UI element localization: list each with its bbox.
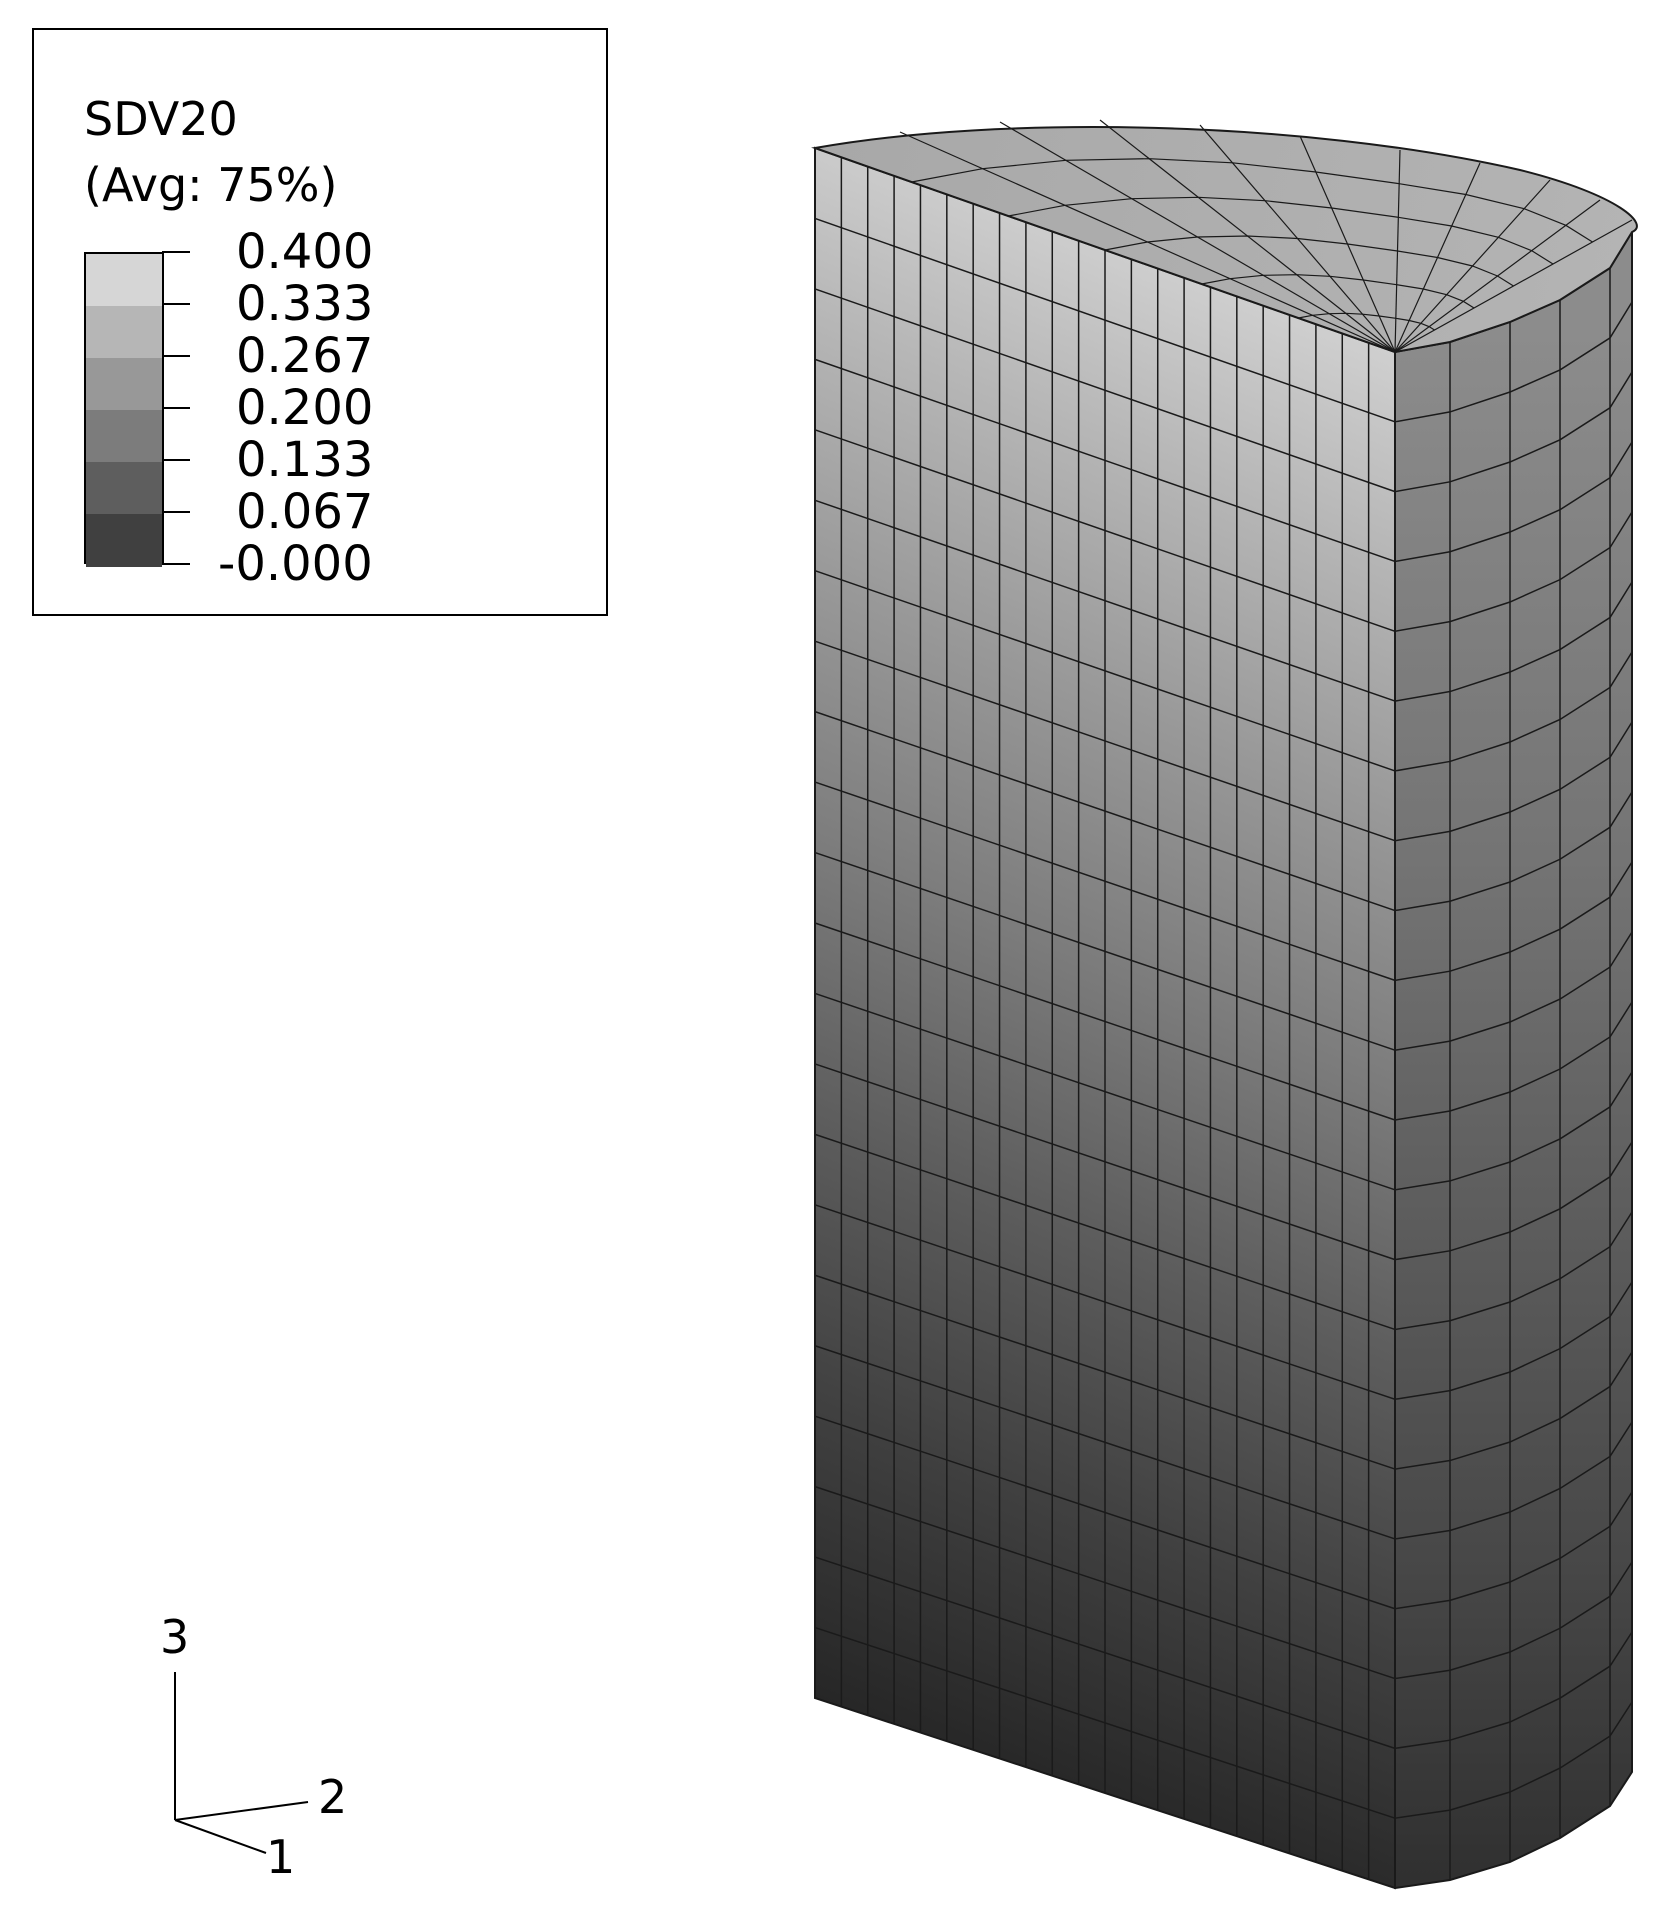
mesh-line <box>1394 371 1633 493</box>
legend-box: SDV20 (Avg: 75%) 0.400 0.333 0.267 0.200 0.1… <box>32 28 608 616</box>
mesh-line <box>814 358 1396 563</box>
mesh-line <box>1394 1701 1633 1819</box>
mesh-line <box>814 570 1396 772</box>
legend-tick <box>162 251 190 253</box>
mesh-line <box>814 1415 1396 1610</box>
curved-surface <box>1394 228 1633 1890</box>
mesh-line <box>1394 721 1633 842</box>
legend-level-label: 0.200 <box>236 380 374 436</box>
mesh-line <box>1394 651 1633 772</box>
legend-level-label: -0.000 <box>218 536 373 592</box>
mesh-line <box>1394 1421 1633 1540</box>
mesh-line <box>1104 235 1514 287</box>
mesh-line <box>814 640 1396 842</box>
axis-1-label: 1 <box>266 1830 296 1884</box>
mesh-line <box>1394 1071 1633 1191</box>
legend-band <box>86 514 162 567</box>
mesh-line <box>814 710 1396 912</box>
top-cap <box>811 126 1638 354</box>
legend-band <box>86 306 162 359</box>
legend-subtitle: (Avg: 75%) <box>84 158 338 212</box>
mesh-line <box>814 1133 1396 1331</box>
legend-level-label: 0.333 <box>236 276 374 332</box>
legend-band <box>86 254 162 307</box>
mesh-line <box>1394 1491 1633 1610</box>
mesh-line <box>1394 581 1633 702</box>
mesh-line <box>814 217 1396 423</box>
triad-lines <box>174 1672 309 1854</box>
axis-2-label: 2 <box>318 1770 348 1824</box>
mesh-line <box>814 1345 1396 1540</box>
legend-color-bar <box>84 252 164 567</box>
mesh-line <box>814 1204 1396 1400</box>
mesh-line <box>1394 1141 1633 1261</box>
legend-tick <box>162 459 190 461</box>
legend-tick <box>162 407 190 409</box>
axis-triad: 3 2 1 <box>140 1610 400 1890</box>
legend-level-label: 0.133 <box>236 432 374 488</box>
mesh-line <box>1201 274 1475 309</box>
mesh-line <box>1394 791 1633 912</box>
mesh-line <box>1394 301 1633 423</box>
mesh-line <box>814 1556 1396 1750</box>
mesh-line <box>1394 1001 1633 1121</box>
legend-level-label: 0.267 <box>236 328 374 384</box>
axis-3-label: 3 <box>160 1610 190 1664</box>
mesh-line <box>814 499 1396 702</box>
mesh-line <box>1298 312 1435 331</box>
mesh-line <box>814 851 1396 1051</box>
mesh-line <box>814 992 1396 1191</box>
mesh-line <box>814 781 1396 982</box>
mesh-line <box>1394 1211 1633 1331</box>
mesh-line <box>814 1274 1396 1470</box>
mesh-line <box>1394 1561 1633 1680</box>
mesh-line <box>814 288 1396 493</box>
legend-tick <box>162 355 190 357</box>
legend-band <box>86 358 162 411</box>
mesh-line <box>814 1063 1396 1261</box>
mesh-line <box>1394 1351 1633 1470</box>
mesh-line <box>1008 196 1554 265</box>
legend-title: SDV20 <box>84 92 238 146</box>
mesh-line <box>1394 441 1633 563</box>
legend-tick <box>162 511 190 513</box>
legend-band <box>86 410 162 463</box>
mesh-line <box>1394 511 1633 633</box>
mesh-line <box>1394 1631 1633 1750</box>
mesh-line <box>1394 1281 1633 1401</box>
legend-tick <box>162 563 190 565</box>
legend-level-label: 0.067 <box>236 484 374 540</box>
legend-tick <box>162 303 190 305</box>
mesh-line <box>814 1485 1396 1680</box>
legend-band <box>86 462 162 515</box>
mesh-line <box>814 429 1396 632</box>
legend-level-label: 0.400 <box>236 224 374 280</box>
mesh-line <box>1394 931 1633 1051</box>
mesh-line <box>814 1626 1396 1819</box>
mesh-line <box>814 922 1396 1121</box>
mesh-line <box>1394 861 1633 982</box>
mesh-line <box>911 158 1593 243</box>
